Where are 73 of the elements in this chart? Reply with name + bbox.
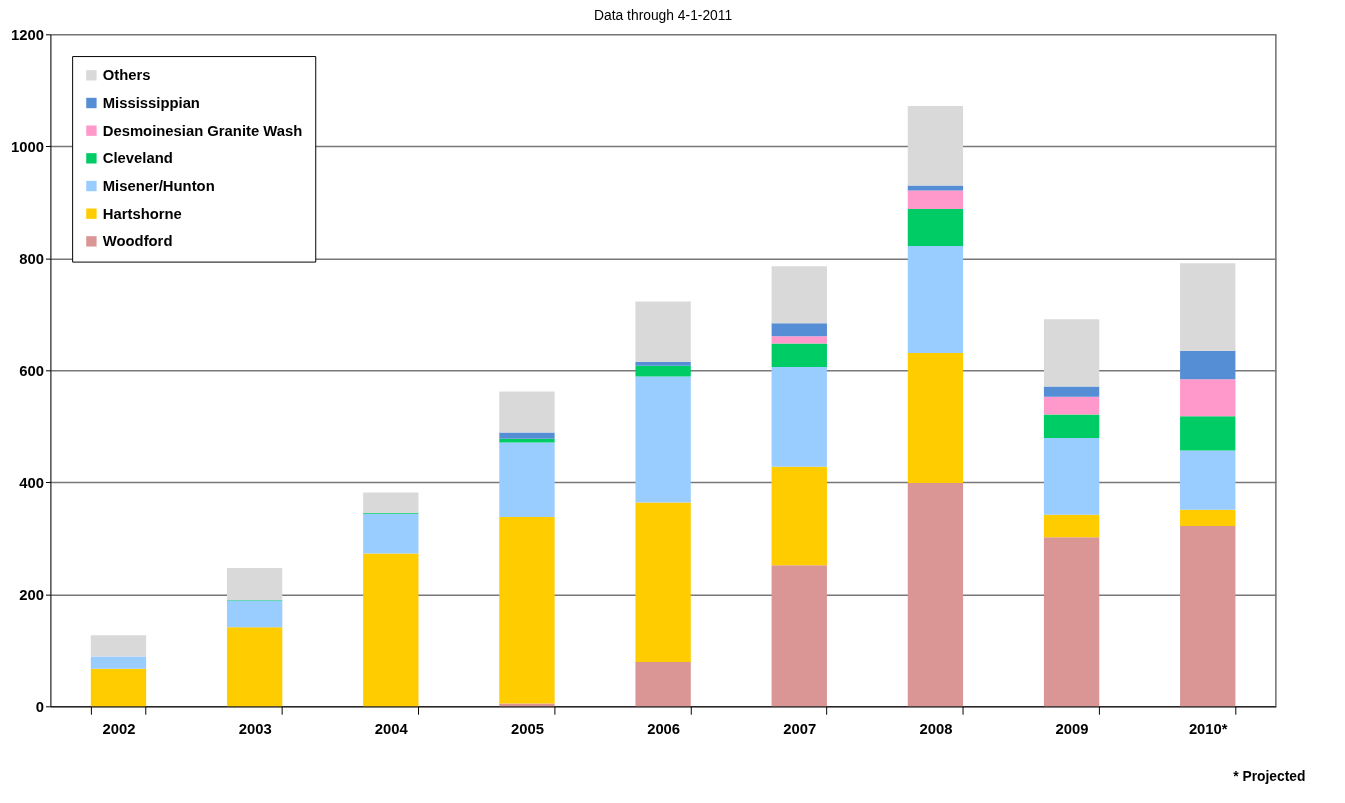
bar: [771, 466, 827, 566]
x-tick-label: 2007: [783, 721, 817, 738]
x-tick-label: 2005: [510, 721, 544, 738]
x-tick-label: 2009: [1055, 721, 1089, 738]
y-tick-label: 400: [19, 474, 44, 491]
bar: [907, 352, 964, 483]
bar: [635, 662, 691, 707]
bar: [1180, 509, 1236, 526]
y-tick-label: 0: [35, 698, 44, 715]
bar: [771, 565, 827, 707]
bar: [1043, 386, 1100, 397]
bar: [1043, 396, 1100, 415]
bar: [499, 517, 555, 704]
bar: [363, 553, 419, 707]
bar: [635, 365, 691, 377]
text: * Projected: [1233, 768, 1306, 785]
bar: [499, 442, 555, 518]
bar: [499, 432, 555, 439]
x-tick-label: 2003: [238, 721, 272, 738]
x-tick-label: 2008: [919, 721, 953, 738]
bar: [363, 492, 419, 514]
x-tick-label: 2010*: [1188, 721, 1228, 738]
bar: [226, 627, 283, 707]
bar: [771, 323, 827, 337]
legend-label: Desmoinesian Granite Wash: [102, 122, 303, 139]
x-tick-label: 2004: [374, 721, 409, 738]
bar: [771, 266, 827, 324]
y-tick-label: 1200: [11, 26, 44, 43]
bar: [635, 502, 691, 663]
bar: [635, 301, 691, 362]
bar: [226, 568, 283, 600]
bar: [226, 600, 283, 628]
x-tick-label: 2006: [647, 721, 681, 738]
bar: [1043, 514, 1100, 538]
chart-subtitle: Data through 4-1-2011: [594, 7, 733, 24]
bar: [1180, 416, 1236, 451]
bar: [771, 343, 827, 367]
bar: [363, 513, 419, 554]
bar: [90, 656, 147, 669]
y-tick-label: 200: [19, 586, 44, 603]
bar: [907, 106, 964, 186]
bar: [771, 336, 827, 344]
legend-label: Mississippian: [102, 94, 200, 111]
bar: [907, 209, 964, 246]
bar: [90, 635, 147, 657]
bar: [635, 361, 691, 366]
bar: [499, 438, 555, 443]
bar: [1180, 526, 1236, 707]
bar: [635, 376, 691, 503]
bar: [907, 482, 964, 707]
bar: [1043, 537, 1100, 707]
bar: [1043, 319, 1100, 387]
bar: [1180, 379, 1236, 417]
bar: [90, 668, 147, 707]
bar: [499, 391, 555, 433]
bar: [771, 366, 827, 467]
bar: [907, 185, 964, 191]
legend-label: Cleveland: [102, 150, 173, 167]
x-tick-label: 2002: [102, 721, 136, 738]
legend-label: Misener/Hunton: [102, 177, 215, 194]
bar: [1043, 414, 1100, 439]
y-tick-label: 600: [19, 362, 44, 379]
bar: [907, 190, 964, 210]
y-tick-label: 1000: [11, 138, 44, 155]
bar: [1180, 263, 1236, 351]
legend-label: Hartshorne: [102, 205, 182, 222]
bar: [1180, 450, 1236, 510]
bar: [907, 246, 964, 353]
y-tick-label: 800: [19, 250, 44, 267]
legend-label: Others: [102, 67, 151, 84]
legend-label: Woodford: [102, 233, 173, 250]
bar: [1043, 438, 1100, 515]
bar: [1180, 350, 1236, 380]
